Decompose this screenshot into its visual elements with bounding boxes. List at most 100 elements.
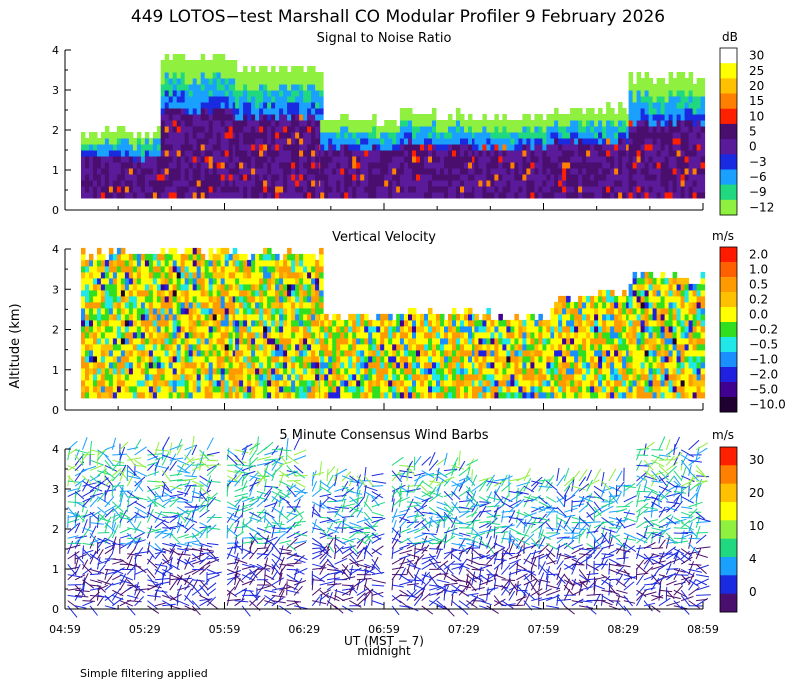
- heatmap-cell: [412, 325, 417, 333]
- heatmap-cell: [688, 150, 694, 157]
- heatmap-cell: [486, 126, 491, 133]
- heatmap-cell: [85, 283, 90, 291]
- heatmap-cell: [184, 102, 190, 109]
- heatmap-cell: [220, 66, 226, 73]
- heatmap-cell: [319, 265, 324, 273]
- heatmap-cell: [452, 391, 457, 399]
- heatmap-cell: [85, 277, 90, 285]
- heatmap-cell: [295, 313, 300, 321]
- heatmap-cell: [388, 385, 393, 393]
- heatmap-cell: [235, 102, 240, 109]
- heatmap-cell: [538, 337, 543, 345]
- heatmap-cell: [112, 367, 118, 375]
- heatmap-cell: [474, 385, 479, 393]
- heatmap-cell: [243, 337, 248, 345]
- heatmap-cell: [271, 138, 276, 145]
- heatmap-cell: [472, 313, 477, 321]
- heatmap-cell: [432, 379, 437, 387]
- heatmap-cell: [180, 277, 186, 285]
- heatmap-cell: [452, 331, 457, 339]
- heatmap-cell: [291, 265, 296, 273]
- heatmap-cell: [239, 150, 244, 157]
- heatmap-cell: [283, 126, 288, 133]
- heatmap-cell: [478, 325, 483, 333]
- heatmap-cell: [332, 192, 337, 199]
- heatmap-cell: [196, 355, 202, 363]
- heatmap-cell: [510, 319, 515, 327]
- heatmap-cell: [251, 265, 256, 273]
- heatmap-cell: [224, 102, 230, 109]
- heatmap-cell: [228, 108, 234, 115]
- heatmap-cell: [192, 379, 198, 387]
- heatmap-cell: [356, 313, 361, 321]
- heatmap-cell: [448, 331, 453, 339]
- heatmap-cell: [372, 180, 377, 187]
- heatmap-cell: [120, 247, 126, 255]
- heatmap-cell: [464, 343, 469, 351]
- heatmap-cell: [255, 271, 260, 279]
- heatmap-cell: [610, 156, 615, 163]
- heatmap-cell: [324, 120, 329, 127]
- heatmap-cell: [640, 96, 646, 103]
- heatmap-cell: [644, 144, 650, 151]
- heatmap-cell: [228, 126, 234, 133]
- heatmap-cell: [136, 361, 142, 369]
- heatmap-cell: [160, 313, 166, 321]
- heatmap-cell: [148, 361, 154, 369]
- heatmap-cell: [340, 120, 345, 127]
- heatmap-cell: [376, 132, 381, 139]
- heatmap-cell: [228, 144, 234, 151]
- heatmap-cell: [255, 96, 260, 103]
- heatmap-cell: [200, 132, 206, 139]
- heatmap-cell: [291, 373, 296, 381]
- heatmap-cell: [247, 259, 252, 267]
- heatmap-cell: [456, 126, 461, 133]
- heatmap-cell: [307, 379, 312, 387]
- heatmap-cell: [558, 379, 563, 387]
- heatmap-cell: [399, 331, 405, 339]
- heatmap-cell: [352, 337, 357, 345]
- heatmap-cell: [550, 168, 555, 175]
- heatmap-cell: [356, 385, 361, 393]
- heatmap-cell: [128, 271, 134, 279]
- heatmap-cell: [384, 126, 389, 133]
- heatmap-cell: [168, 72, 174, 79]
- heatmap-cell: [180, 331, 186, 339]
- heatmap-cell: [546, 385, 551, 393]
- heatmap-cell: [486, 391, 491, 399]
- heatmap-cell: [456, 355, 461, 363]
- heatmap-cell: [472, 162, 477, 169]
- heatmap-cell: [287, 247, 292, 255]
- heatmap-cell: [176, 132, 182, 139]
- colorbar-tick-label: −6: [749, 170, 767, 184]
- heatmap-cell: [498, 150, 503, 157]
- heatmap-cell: [100, 259, 106, 267]
- heatmap-cell: [432, 337, 437, 345]
- heatmap-cell: [156, 325, 162, 333]
- heatmap-cell: [176, 96, 182, 103]
- heatmap-cell: [100, 186, 106, 193]
- heatmap-cell: [148, 289, 154, 297]
- heatmap-cell: [468, 132, 473, 139]
- heatmap-cell: [336, 367, 341, 375]
- heatmap-cell: [376, 331, 381, 339]
- heatmap-cell: [680, 126, 686, 133]
- heatmap-cell: [660, 186, 666, 193]
- heatmap-cell: [644, 186, 650, 193]
- heatmap-cell: [251, 120, 256, 127]
- heatmap-cell: [448, 162, 453, 169]
- heatmap-cell: [348, 379, 353, 387]
- heatmap-cell: [184, 349, 190, 357]
- heatmap-cell: [204, 331, 210, 339]
- heatmap-cell: [518, 355, 523, 363]
- heatmap-cell: [522, 168, 527, 175]
- heatmap-cell: [311, 138, 316, 145]
- heatmap-cell: [660, 174, 666, 181]
- heatmap-cell: [474, 349, 479, 357]
- heatmap-cell: [550, 349, 555, 357]
- heatmap-cell: [420, 379, 425, 387]
- heatmap-cell: [251, 379, 256, 387]
- heatmap-cell: [208, 325, 214, 333]
- heatmap-cell: [216, 120, 222, 127]
- heatmap-cell: [594, 120, 599, 127]
